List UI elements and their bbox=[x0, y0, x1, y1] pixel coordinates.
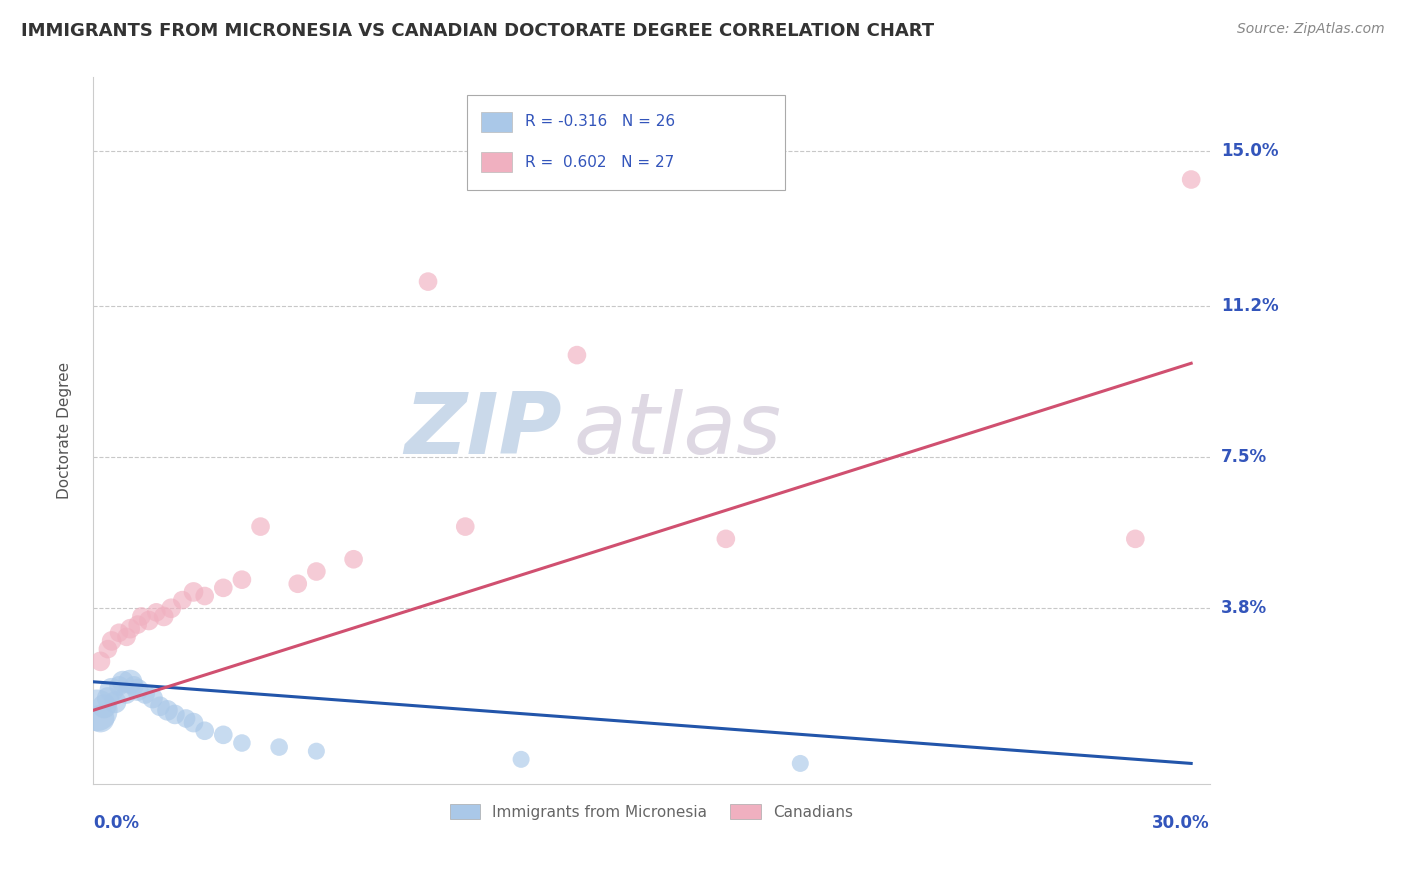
Point bbox=[97, 642, 120, 657]
Point bbox=[194, 723, 217, 738]
Text: R = -0.316   N = 26: R = -0.316 N = 26 bbox=[526, 114, 675, 129]
Point bbox=[416, 275, 439, 289]
Text: ZIP: ZIP bbox=[405, 389, 562, 472]
Point bbox=[231, 736, 253, 750]
Point bbox=[100, 634, 122, 648]
Point bbox=[342, 552, 364, 566]
Point bbox=[156, 703, 179, 717]
Y-axis label: Doctorate Degree: Doctorate Degree bbox=[58, 362, 72, 500]
Point bbox=[115, 630, 138, 644]
Point bbox=[183, 585, 205, 599]
Point bbox=[172, 593, 194, 607]
Point bbox=[212, 581, 235, 595]
Point bbox=[111, 674, 134, 689]
Point bbox=[142, 691, 165, 706]
FancyBboxPatch shape bbox=[467, 95, 786, 191]
Point bbox=[1180, 172, 1202, 186]
Point bbox=[183, 715, 205, 730]
Point bbox=[249, 519, 271, 533]
Text: atlas: atlas bbox=[574, 389, 782, 472]
Point bbox=[89, 654, 111, 668]
Point bbox=[305, 744, 328, 758]
Point bbox=[127, 617, 149, 632]
FancyBboxPatch shape bbox=[481, 153, 512, 172]
Point bbox=[231, 573, 253, 587]
Text: IMMIGRANTS FROM MICRONESIA VS CANADIAN DOCTORATE DEGREE CORRELATION CHART: IMMIGRANTS FROM MICRONESIA VS CANADIAN D… bbox=[21, 22, 934, 40]
Point bbox=[174, 712, 197, 726]
Point bbox=[145, 605, 167, 619]
Point bbox=[160, 601, 183, 615]
Point bbox=[565, 348, 588, 362]
Point bbox=[93, 699, 115, 714]
Text: 0.0%: 0.0% bbox=[93, 814, 139, 832]
Point bbox=[287, 576, 309, 591]
Text: 30.0%: 30.0% bbox=[1152, 814, 1209, 832]
Point bbox=[194, 589, 217, 603]
Point bbox=[120, 674, 142, 689]
Point bbox=[269, 740, 291, 755]
Point bbox=[212, 728, 235, 742]
Point bbox=[97, 691, 120, 706]
Point bbox=[149, 699, 172, 714]
Text: Source: ZipAtlas.com: Source: ZipAtlas.com bbox=[1237, 22, 1385, 37]
Point bbox=[115, 687, 138, 701]
Point bbox=[108, 679, 131, 693]
Text: 3.8%: 3.8% bbox=[1220, 599, 1267, 617]
Point bbox=[108, 625, 131, 640]
Point bbox=[100, 682, 122, 697]
Point bbox=[138, 614, 160, 628]
Point bbox=[789, 756, 811, 771]
Point bbox=[510, 752, 533, 766]
Text: 7.5%: 7.5% bbox=[1220, 448, 1267, 467]
Point bbox=[134, 687, 156, 701]
Point bbox=[89, 712, 111, 726]
Point bbox=[714, 532, 737, 546]
Point bbox=[163, 707, 186, 722]
Point bbox=[104, 695, 127, 709]
Point bbox=[120, 622, 142, 636]
Text: R =  0.602   N = 27: R = 0.602 N = 27 bbox=[526, 154, 675, 169]
Point bbox=[127, 682, 149, 697]
Point bbox=[86, 703, 108, 717]
Point bbox=[454, 519, 477, 533]
Point bbox=[131, 609, 153, 624]
Point bbox=[152, 609, 174, 624]
Point bbox=[122, 679, 145, 693]
Point bbox=[305, 565, 328, 579]
FancyBboxPatch shape bbox=[481, 112, 512, 132]
Text: 15.0%: 15.0% bbox=[1220, 142, 1278, 160]
Text: 11.2%: 11.2% bbox=[1220, 297, 1278, 315]
Point bbox=[1123, 532, 1146, 546]
Legend: Immigrants from Micronesia, Canadians: Immigrants from Micronesia, Canadians bbox=[443, 797, 859, 826]
